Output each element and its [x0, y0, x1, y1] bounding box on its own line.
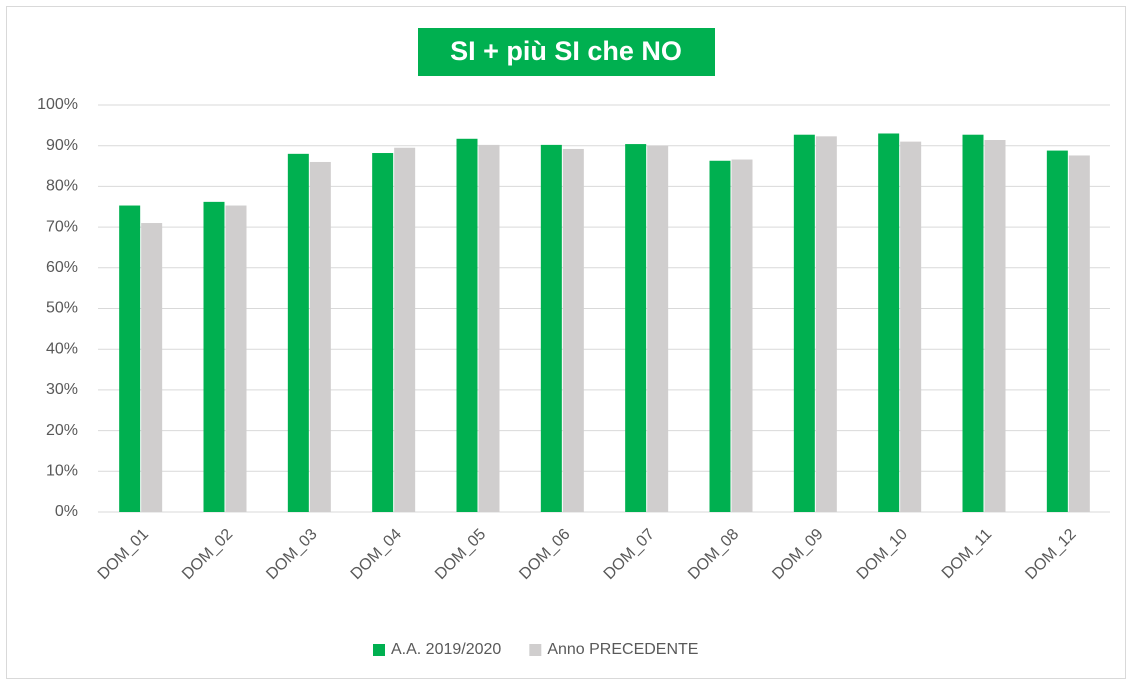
bar: [815, 136, 837, 513]
bar: [900, 141, 922, 512]
y-tick-label: 20%: [46, 422, 78, 439]
y-tick-label: 90%: [46, 137, 78, 154]
bar: [309, 161, 331, 513]
y-tick-label: 10%: [46, 463, 78, 480]
y-tick-label: 60%: [46, 259, 78, 276]
bar: [731, 159, 753, 512]
bar: [203, 201, 225, 512]
y-tick-label: 30%: [46, 381, 78, 398]
bar: [984, 140, 1006, 512]
y-tick-label: 80%: [46, 178, 78, 195]
bar: [878, 133, 900, 513]
y-tick-label: 100%: [37, 96, 78, 113]
bar: [962, 134, 984, 512]
title-box: [418, 28, 715, 76]
bar: [456, 138, 478, 512]
bar: [394, 147, 416, 513]
legend-label: Anno PRECEDENTE: [547, 641, 698, 658]
bar: [1046, 150, 1068, 513]
y-tick-label: 50%: [46, 300, 78, 317]
y-tick-label: 70%: [46, 218, 78, 235]
bar: [478, 144, 500, 513]
bar: [793, 134, 815, 512]
y-tick-label: 40%: [46, 340, 78, 357]
bar: [287, 153, 309, 512]
bar: [372, 153, 394, 512]
chart-title: SI + più SI che NO: [450, 36, 682, 66]
bar: [647, 145, 669, 512]
legend-label: A.A. 2019/2020: [391, 641, 501, 658]
bar: [225, 205, 247, 513]
bar: [709, 160, 731, 512]
bar: [540, 144, 562, 513]
y-tick-label: 0%: [55, 503, 78, 520]
bar: [1068, 155, 1090, 512]
bar: [141, 223, 163, 512]
bar: [625, 144, 647, 512]
legend-swatch: [529, 644, 542, 656]
legend-swatch: [373, 644, 385, 656]
bar: [562, 148, 584, 512]
bar: [119, 205, 141, 513]
